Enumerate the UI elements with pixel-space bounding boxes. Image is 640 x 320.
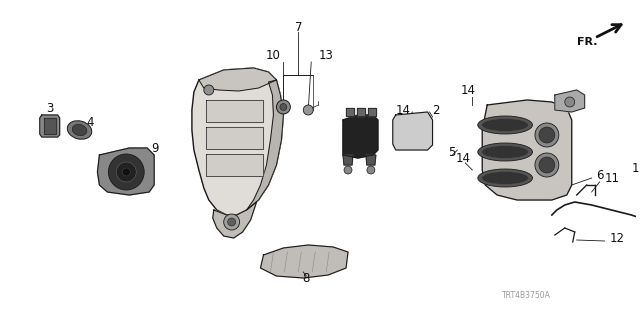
Polygon shape xyxy=(206,154,264,176)
Polygon shape xyxy=(40,115,60,137)
Text: 13: 13 xyxy=(318,49,333,61)
Polygon shape xyxy=(206,100,264,122)
Polygon shape xyxy=(192,68,284,215)
Text: 3: 3 xyxy=(46,101,53,115)
Circle shape xyxy=(367,166,375,174)
Polygon shape xyxy=(206,127,264,149)
Ellipse shape xyxy=(482,118,529,132)
Polygon shape xyxy=(199,68,276,91)
Polygon shape xyxy=(393,112,433,150)
Text: 11: 11 xyxy=(605,172,620,185)
Polygon shape xyxy=(212,202,257,238)
Text: 14: 14 xyxy=(455,151,470,164)
Text: 1: 1 xyxy=(632,162,639,174)
Polygon shape xyxy=(260,245,348,278)
Circle shape xyxy=(539,157,555,173)
Polygon shape xyxy=(97,148,154,195)
Text: 4: 4 xyxy=(86,116,94,129)
Text: 5: 5 xyxy=(448,146,456,158)
Polygon shape xyxy=(366,155,376,165)
Polygon shape xyxy=(368,108,376,116)
Text: 6: 6 xyxy=(596,169,604,181)
Circle shape xyxy=(116,162,136,182)
Polygon shape xyxy=(555,90,585,112)
Circle shape xyxy=(344,166,352,174)
Polygon shape xyxy=(346,108,354,116)
Circle shape xyxy=(535,123,559,147)
Text: 7: 7 xyxy=(294,20,302,34)
Circle shape xyxy=(276,100,291,114)
Text: FR.: FR. xyxy=(577,37,597,47)
Ellipse shape xyxy=(478,143,532,161)
Text: 14: 14 xyxy=(460,84,476,97)
Circle shape xyxy=(280,103,287,110)
Polygon shape xyxy=(343,155,353,165)
Circle shape xyxy=(228,218,236,226)
Circle shape xyxy=(224,214,239,230)
Circle shape xyxy=(303,105,313,115)
Ellipse shape xyxy=(478,116,532,134)
Text: 2: 2 xyxy=(433,103,440,116)
Circle shape xyxy=(535,153,559,177)
Ellipse shape xyxy=(478,169,532,187)
Circle shape xyxy=(122,168,131,176)
Text: 10: 10 xyxy=(266,49,280,61)
Text: TRT4B3750A: TRT4B3750A xyxy=(502,291,551,300)
Circle shape xyxy=(108,154,144,190)
Ellipse shape xyxy=(482,146,529,158)
Polygon shape xyxy=(483,100,572,200)
Text: 12: 12 xyxy=(609,231,625,244)
Circle shape xyxy=(564,97,575,107)
Text: 8: 8 xyxy=(303,271,310,284)
Polygon shape xyxy=(44,118,56,134)
Polygon shape xyxy=(343,115,378,158)
Text: 14: 14 xyxy=(396,103,411,116)
Ellipse shape xyxy=(482,172,529,185)
Polygon shape xyxy=(246,80,284,210)
Circle shape xyxy=(539,127,555,143)
Text: 9: 9 xyxy=(152,141,159,155)
Polygon shape xyxy=(357,108,365,116)
Circle shape xyxy=(204,85,214,95)
Ellipse shape xyxy=(72,124,87,136)
Ellipse shape xyxy=(67,121,92,139)
